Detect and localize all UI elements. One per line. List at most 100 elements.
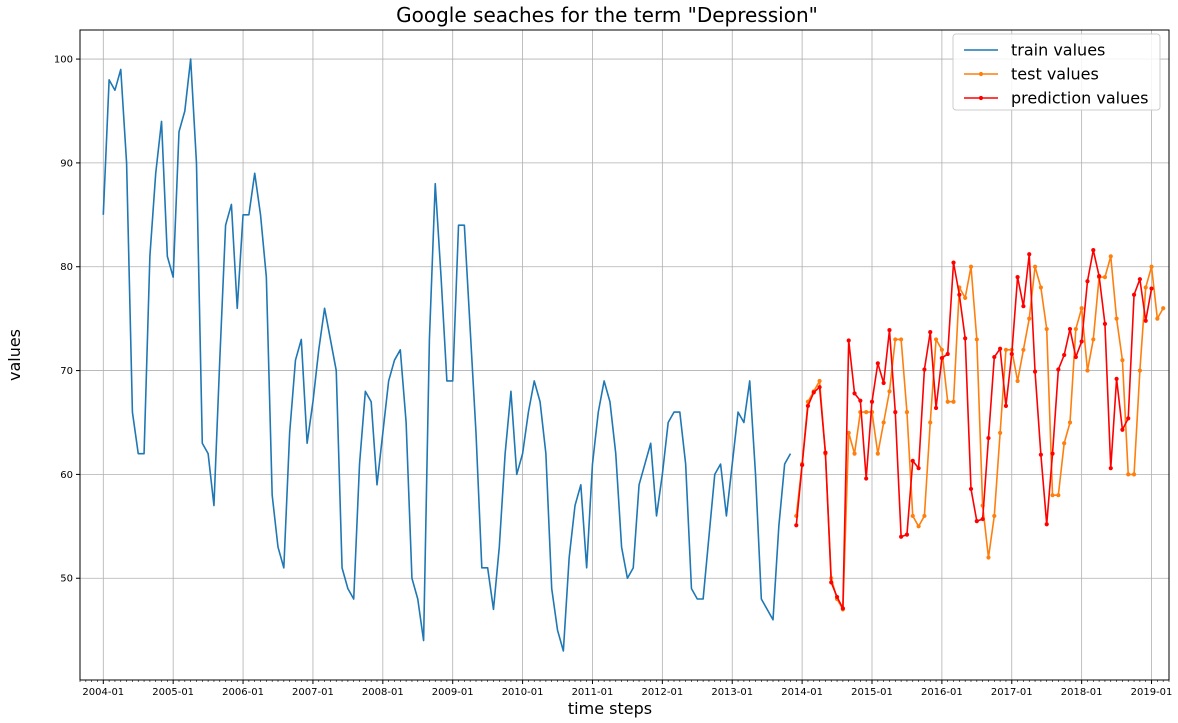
data-point-test-values: [910, 513, 915, 519]
data-point-prediction-values: [1149, 286, 1154, 291]
data-point-test-values: [875, 451, 880, 456]
data-point-test-values: [846, 430, 851, 435]
data-point-test-values: [899, 337, 904, 342]
data-point-test-values: [1126, 472, 1131, 477]
data-point-prediction-values: [910, 458, 915, 464]
data-point-test-values: [998, 430, 1003, 435]
data-point-prediction-values: [1097, 273, 1102, 279]
data-point-prediction-values: [805, 403, 811, 408]
data-point-test-values: [986, 555, 991, 560]
data-point-prediction-values: [951, 260, 956, 265]
y-tick-label: 60: [60, 470, 73, 481]
plot-area: [80, 30, 1169, 680]
data-point-prediction-values: [1032, 369, 1038, 374]
data-point-test-values: [852, 451, 857, 456]
data-point-test-values: [1021, 347, 1026, 352]
x-tick-label: 2014-01: [781, 687, 823, 698]
data-point-prediction-values: [1003, 403, 1009, 408]
data-point-prediction-values: [928, 330, 933, 335]
data-point-test-values: [1114, 316, 1119, 321]
data-point-test-values: [916, 524, 921, 529]
data-point-prediction-values: [1079, 339, 1084, 344]
data-point-test-values: [933, 337, 939, 342]
data-point-prediction-values: [899, 534, 904, 539]
y-axis: 50 60 70 80 90 100: [54, 55, 80, 585]
data-point-prediction-values: [1108, 466, 1113, 471]
data-point-prediction-values: [881, 380, 886, 386]
legend-label-train-values: train values: [1011, 41, 1105, 60]
data-point-prediction-values: [980, 516, 985, 522]
legend-marker-test-values: [978, 71, 984, 77]
data-point-prediction-values: [893, 410, 898, 415]
x-tick-label: 2015-01: [851, 687, 893, 698]
data-point-prediction-values: [916, 466, 921, 471]
series-line-test-values: [795, 255, 1164, 611]
x-tick-label: 2005-01: [152, 687, 194, 698]
data-point-prediction-values: [829, 580, 834, 585]
data-point-prediction-values: [939, 356, 944, 361]
data-point-prediction-values: [992, 354, 997, 360]
data-point-prediction-values: [840, 606, 845, 611]
data-point-prediction-values: [957, 292, 962, 297]
grid: [80, 30, 1169, 680]
data-point-prediction-values: [1137, 277, 1142, 282]
data-point-prediction-values: [1056, 367, 1061, 372]
data-point-prediction-values: [852, 391, 857, 396]
data-point-prediction-values: [1085, 279, 1090, 284]
data-point-test-values: [928, 420, 933, 425]
data-point-test-values: [1038, 285, 1043, 290]
data-point-prediction-values: [1126, 416, 1131, 421]
data-point-prediction-values: [1120, 427, 1125, 432]
data-point-prediction-values: [817, 385, 822, 390]
data-point-prediction-values: [1143, 318, 1148, 323]
data-point-prediction-values: [974, 519, 979, 524]
data-point-prediction-values: [858, 398, 863, 403]
data-point-prediction-values: [1114, 376, 1119, 381]
legend-frame: [952, 33, 1161, 111]
data-point-prediction-values: [1009, 351, 1014, 357]
y-axis-label: values: [5, 329, 24, 381]
data-point-prediction-values: [864, 476, 869, 481]
data-point-prediction-values: [875, 361, 880, 366]
x-tick-label: 2016-01: [921, 687, 963, 698]
series-layer: [102, 58, 1166, 652]
data-point-test-values: [963, 295, 968, 300]
data-point-test-values: [1149, 264, 1154, 269]
data-point-test-values: [864, 410, 869, 415]
x-tick-label: 2017-01: [991, 687, 1033, 698]
x-tick-label: 2009-01: [432, 687, 474, 698]
data-point-test-values: [1003, 347, 1009, 352]
data-point-test-values: [968, 264, 974, 269]
legend: train values test values prediction values: [952, 33, 1161, 111]
data-point-prediction-values: [1038, 452, 1043, 457]
data-point-prediction-values: [1062, 352, 1067, 358]
data-point-test-values: [1044, 326, 1049, 332]
data-point-test-values: [1155, 316, 1160, 321]
data-point-test-values: [887, 389, 892, 394]
data-point-prediction-values: [1050, 451, 1055, 456]
x-tick-label: 2010-01: [502, 687, 544, 698]
y-tick-label: 70: [60, 366, 73, 377]
legend-label-test-values: test values: [1011, 65, 1099, 84]
data-point-test-values: [1032, 264, 1038, 269]
data-point-prediction-values: [1102, 321, 1108, 326]
data-point-test-values: [951, 399, 956, 404]
data-point-test-values: [1161, 306, 1166, 311]
legend-marker-prediction-values: [978, 95, 984, 101]
data-point-test-values: [881, 420, 886, 425]
data-point-prediction-values: [800, 462, 805, 468]
data-point-test-values: [1056, 493, 1061, 498]
data-point-test-values: [904, 410, 910, 415]
data-point-prediction-values: [869, 399, 875, 404]
data-point-test-values: [1137, 368, 1142, 373]
data-point-prediction-values: [1027, 252, 1032, 257]
data-point-prediction-values: [1044, 522, 1049, 527]
data-point-prediction-values: [945, 351, 950, 357]
data-point-test-values: [1079, 306, 1084, 311]
data-point-prediction-values: [1131, 292, 1137, 297]
data-point-prediction-values: [834, 594, 840, 600]
x-tick-label: 2008-01: [362, 687, 404, 698]
series-line-train-values: [102, 58, 792, 652]
data-point-test-values: [945, 399, 950, 404]
x-axis-label: time steps: [568, 699, 652, 718]
